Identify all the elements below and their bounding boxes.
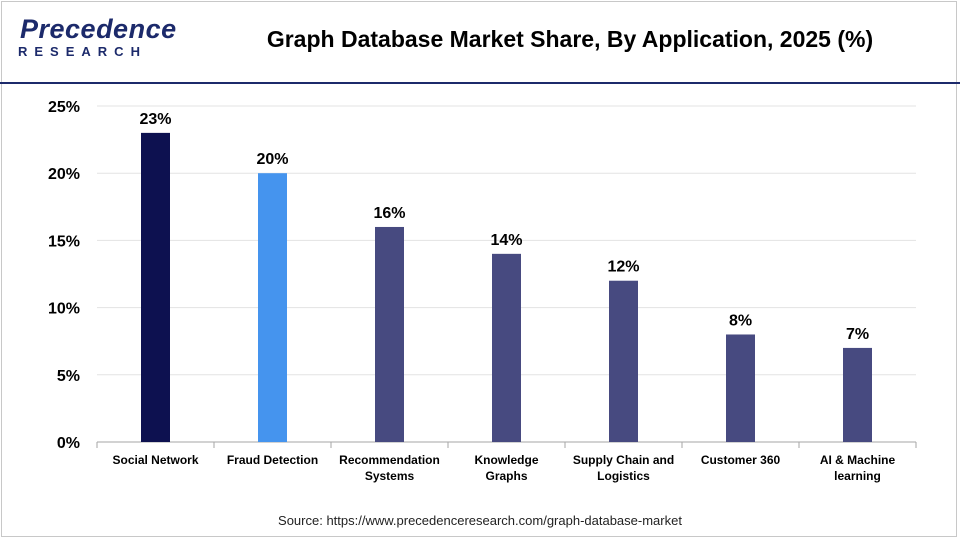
- bar: [375, 226, 404, 442]
- y-tick-label: 15%: [48, 233, 80, 250]
- data-label: 20%: [256, 151, 288, 168]
- y-tick-label: 25%: [48, 99, 80, 116]
- x-tick-label-line: Systems: [365, 469, 415, 483]
- x-tick-label-line: learning: [834, 469, 881, 483]
- source-note: Source: https://www.precedenceresearch.c…: [278, 513, 682, 528]
- x-tick-label-line: Knowledge: [474, 453, 538, 467]
- x-tick-label-line: Customer 360: [701, 453, 781, 467]
- x-tick-label: Customer 360: [701, 453, 781, 467]
- data-label: 16%: [373, 205, 405, 222]
- x-tick-label: Fraud Detection: [227, 453, 318, 467]
- x-tick-label-line: Fraud Detection: [227, 453, 318, 467]
- bar: [492, 253, 521, 442]
- data-label: 8%: [729, 312, 752, 329]
- x-tick-label-line: Supply Chain and: [573, 453, 674, 467]
- bar-chart: 0% 5% 10% 15% 20% 25% 23% Social Network 20% Frau…: [48, 99, 917, 483]
- x-tick-label-line: Graphs: [485, 469, 527, 483]
- x-tick-label-line: Recommendation: [339, 453, 440, 467]
- bar: [843, 347, 872, 442]
- x-tick-label-line: AI & Machine: [820, 453, 896, 467]
- data-label: 7%: [846, 326, 869, 343]
- y-tick-label: 0%: [57, 435, 80, 452]
- y-tick-label: 5%: [57, 368, 80, 385]
- x-tick-label: Knowledge Graphs: [474, 453, 538, 483]
- logo-sub-text: RESEARCH: [18, 44, 147, 59]
- chart-title: Graph Database Market Share, By Applicat…: [266, 26, 874, 52]
- x-tick-label: Recommendation Systems: [339, 453, 440, 483]
- bar: [258, 173, 287, 442]
- header: Precedence RESEARCH Graph Database Marke…: [0, 0, 960, 84]
- data-label: 14%: [490, 232, 522, 249]
- header-divider: [0, 82, 960, 84]
- y-tick-label: 10%: [48, 301, 80, 318]
- brand-logo: Precedence RESEARCH: [14, 14, 177, 64]
- bar: [726, 334, 755, 442]
- data-label: 23%: [139, 111, 171, 128]
- logo-main-text: Precedence: [20, 14, 177, 44]
- y-tick-label: 20%: [48, 166, 80, 183]
- x-tick-label: Supply Chain and Logistics: [573, 453, 674, 483]
- x-tick-label-line: Logistics: [597, 469, 650, 483]
- x-tick-label: AI & Machine learning: [820, 453, 896, 483]
- data-label: 12%: [607, 259, 639, 276]
- x-tick-label-line: Social Network: [112, 453, 198, 467]
- bar: [141, 132, 170, 442]
- bar: [609, 280, 638, 442]
- x-tick-label: Social Network: [112, 453, 198, 467]
